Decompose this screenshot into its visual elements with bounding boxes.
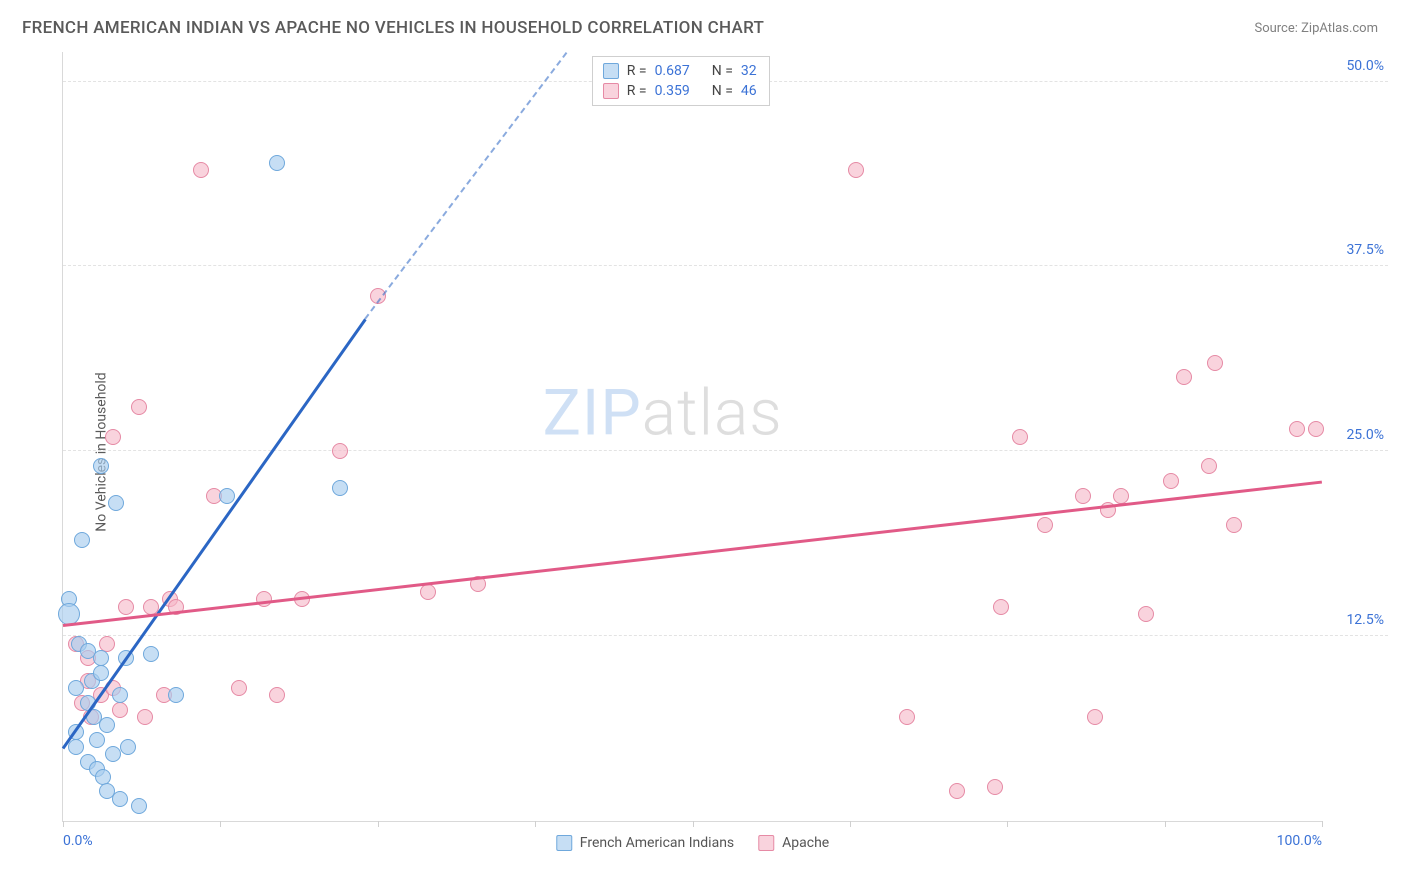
x-tick — [63, 821, 64, 827]
scatter-point-apache — [1201, 458, 1217, 474]
scatter-point-apache — [1289, 421, 1305, 437]
scatter-point-apache — [1226, 517, 1242, 533]
scatter-point-french — [168, 687, 184, 703]
scatter-point-apache — [112, 702, 128, 718]
scatter-point-apache — [987, 779, 1003, 795]
scatter-point-french — [108, 495, 124, 511]
scatter-point-apache — [1138, 606, 1154, 622]
chart-container: No Vehicles in Household ZIPatlas 12.5%2… — [48, 52, 1388, 852]
y-tick-label: 12.5% — [1346, 612, 1384, 628]
y-tick-label: 25.0% — [1346, 427, 1384, 443]
scatter-point-apache — [231, 680, 247, 696]
scatter-point-apache — [1037, 517, 1053, 533]
legend-label: French American Indians — [580, 835, 734, 851]
legend-item-apache: Apache — [758, 835, 829, 851]
scatter-point-apache — [1113, 488, 1129, 504]
scatter-point-french — [93, 458, 109, 474]
x-tick — [535, 821, 536, 827]
gridline-h — [63, 450, 1388, 451]
scatter-point-french — [120, 739, 136, 755]
watermark-atlas: atlas — [642, 376, 783, 451]
scatter-point-apache — [993, 599, 1009, 615]
scatter-point-french — [105, 746, 121, 762]
stats-box: R = 0.687 N = 32 R = 0.359 N = 46 — [592, 56, 770, 106]
scatter-point-apache — [899, 709, 915, 725]
trend-line-dashed — [364, 52, 567, 319]
legend-item-french: French American Indians — [556, 835, 734, 851]
scatter-point-french — [68, 680, 84, 696]
gridline-h — [63, 265, 1388, 266]
trend-line — [62, 319, 367, 750]
scatter-point-apache — [193, 162, 209, 178]
scatter-point-french — [131, 798, 147, 814]
scatter-point-apache — [848, 162, 864, 178]
scatter-point-french — [99, 717, 115, 733]
scatter-point-french — [89, 732, 105, 748]
scatter-point-french — [112, 687, 128, 703]
x-tick — [220, 821, 221, 827]
scatter-point-apache — [99, 636, 115, 652]
scatter-point-apache — [1087, 709, 1103, 725]
scatter-point-french — [93, 665, 109, 681]
stat-n-label: N = — [712, 83, 733, 99]
scatter-point-apache — [420, 584, 436, 600]
stat-n-label: N = — [712, 63, 733, 79]
stat-r-value: 0.359 — [655, 83, 690, 99]
scatter-point-apache — [1176, 369, 1192, 385]
gridline-h — [63, 635, 1388, 636]
scatter-point-apache — [332, 443, 348, 459]
stat-r-value: 0.687 — [655, 63, 690, 79]
stats-row-apache: R = 0.359 N = 46 — [603, 81, 757, 101]
scatter-point-apache — [118, 599, 134, 615]
scatter-point-apache — [1163, 473, 1179, 489]
scatter-point-apache — [1308, 421, 1324, 437]
scatter-point-apache — [256, 591, 272, 607]
stat-n-value: 46 — [741, 83, 757, 99]
stat-r-label: R = — [627, 83, 647, 99]
scatter-point-apache — [105, 429, 121, 445]
scatter-point-apache — [1075, 488, 1091, 504]
source-label: Source: ZipAtlas.com — [1254, 21, 1378, 36]
x-tick — [1322, 821, 1323, 827]
watermark-zip: ZIP — [543, 376, 642, 451]
stat-r-label: R = — [627, 63, 647, 79]
swatch-french — [603, 63, 619, 79]
legend: French American Indians Apache — [556, 835, 829, 851]
scatter-point-apache — [949, 783, 965, 799]
scatter-point-apache — [137, 709, 153, 725]
swatch-french — [556, 835, 572, 851]
scatter-point-french — [112, 791, 128, 807]
stats-row-french: R = 0.687 N = 32 — [603, 61, 757, 81]
x-tick — [1007, 821, 1008, 827]
scatter-point-apache — [131, 399, 147, 415]
swatch-apache — [758, 835, 774, 851]
x-tick — [693, 821, 694, 827]
x-tick — [1165, 821, 1166, 827]
scatter-point-french — [332, 480, 348, 496]
stat-n-value: 32 — [741, 63, 757, 79]
y-tick-label: 37.5% — [1346, 242, 1384, 258]
scatter-point-french — [95, 769, 111, 785]
swatch-apache — [603, 83, 619, 99]
watermark: ZIPatlas — [543, 376, 783, 451]
x-tick — [378, 821, 379, 827]
page-title: FRENCH AMERICAN INDIAN VS APACHE NO VEHI… — [22, 18, 764, 38]
scatter-point-apache — [1207, 355, 1223, 371]
scatter-point-apache — [269, 687, 285, 703]
x-tick-label: 100.0% — [1277, 833, 1322, 849]
scatter-point-french — [143, 646, 159, 662]
scatter-point-french — [93, 650, 109, 666]
y-tick-label: 50.0% — [1346, 58, 1384, 74]
x-tick — [850, 821, 851, 827]
scatter-point-french — [68, 739, 84, 755]
scatter-point-french — [269, 155, 285, 171]
scatter-plot: ZIPatlas 12.5%25.0%37.5%50.0%0.0%100.0%R… — [62, 52, 1322, 822]
scatter-point-french — [219, 488, 235, 504]
scatter-point-french — [74, 532, 90, 548]
title-bar: FRENCH AMERICAN INDIAN VS APACHE NO VEHI… — [0, 0, 1406, 46]
scatter-point-apache — [1012, 429, 1028, 445]
trend-line — [63, 481, 1322, 627]
legend-label: Apache — [782, 835, 829, 851]
x-tick-label: 0.0% — [63, 833, 93, 849]
